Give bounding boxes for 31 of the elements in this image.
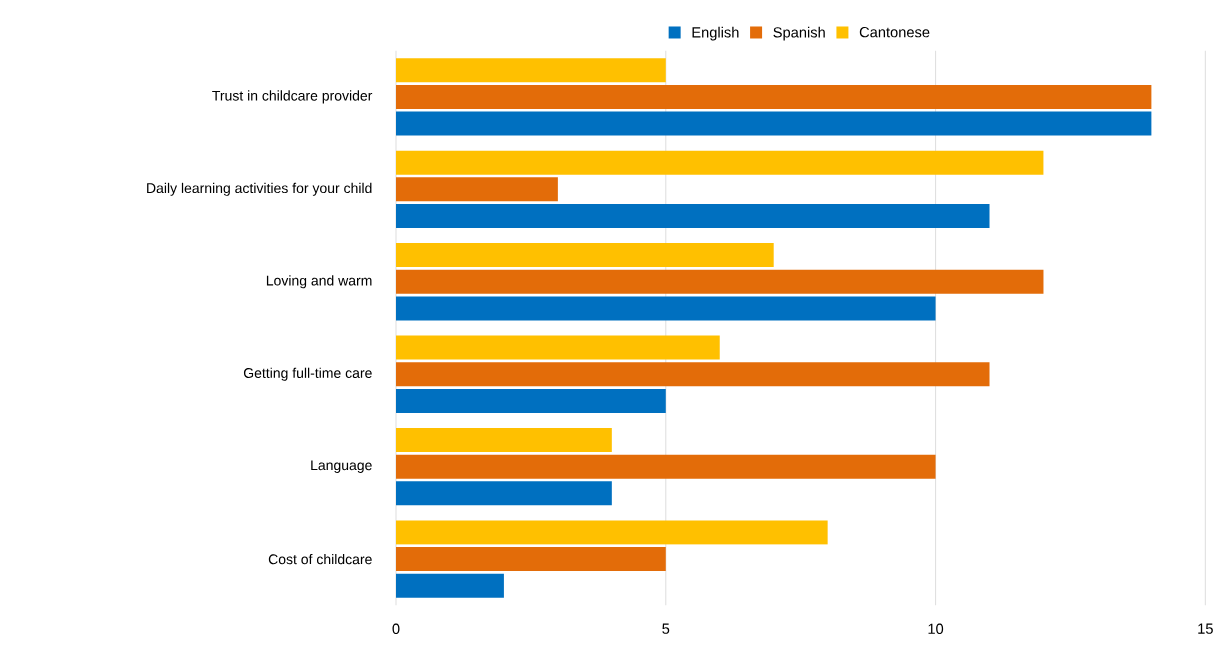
x-tick-label: 15 bbox=[1198, 623, 1213, 634]
bar bbox=[396, 362, 990, 387]
bar bbox=[396, 111, 1152, 136]
bar bbox=[396, 177, 558, 202]
y-tick-label: Getting full-time care bbox=[243, 367, 372, 381]
bar bbox=[396, 242, 774, 267]
legend-label: Spanish bbox=[773, 26, 825, 41]
x-tick-label: 5 bbox=[662, 623, 670, 634]
y-tick-label: Loving and warm bbox=[266, 275, 372, 289]
y-tick-label: Daily learning activities for your child bbox=[147, 182, 372, 196]
y-tick-label: Cost of childcare bbox=[268, 553, 372, 565]
bar bbox=[396, 427, 612, 452]
bar bbox=[396, 58, 666, 83]
legend-label: English bbox=[692, 26, 739, 41]
x-tick-label: 10 bbox=[928, 623, 944, 634]
bar bbox=[396, 296, 936, 321]
x-tick-label: 0 bbox=[392, 623, 400, 634]
bar bbox=[396, 203, 990, 228]
bar bbox=[396, 388, 666, 413]
bar bbox=[396, 84, 1152, 109]
bar bbox=[396, 481, 612, 506]
y-tick-label: Language bbox=[311, 460, 372, 473]
bar bbox=[396, 454, 936, 479]
bar bbox=[396, 335, 720, 360]
bar bbox=[396, 150, 1044, 175]
bar bbox=[396, 546, 666, 571]
y-tick-label: Trust in childcare provider bbox=[212, 90, 373, 104]
legend-label: Cantonese bbox=[859, 26, 930, 38]
bar bbox=[396, 269, 1044, 294]
bar bbox=[396, 573, 504, 598]
bar bbox=[396, 520, 828, 545]
